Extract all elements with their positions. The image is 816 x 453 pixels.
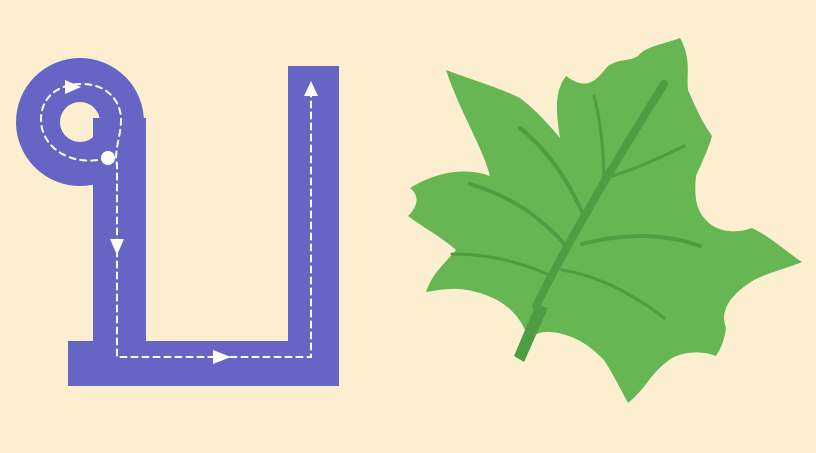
letter-right-stem [288, 66, 339, 386]
arrow-right-icon [213, 350, 231, 364]
maple-leaf-icon [408, 38, 802, 403]
leaf-stem [514, 304, 548, 362]
start-dot-icon [101, 151, 115, 165]
arrow-up-icon [304, 81, 318, 96]
leaf-blade [408, 38, 802, 403]
letter-tracing-glyph [16, 58, 339, 386]
arrow-right-icon [65, 80, 81, 94]
tracing-guide-path [39, 82, 312, 358]
arrow-down-icon [110, 239, 124, 255]
leaf-veins [450, 80, 702, 320]
letter-stroke [16, 58, 339, 386]
